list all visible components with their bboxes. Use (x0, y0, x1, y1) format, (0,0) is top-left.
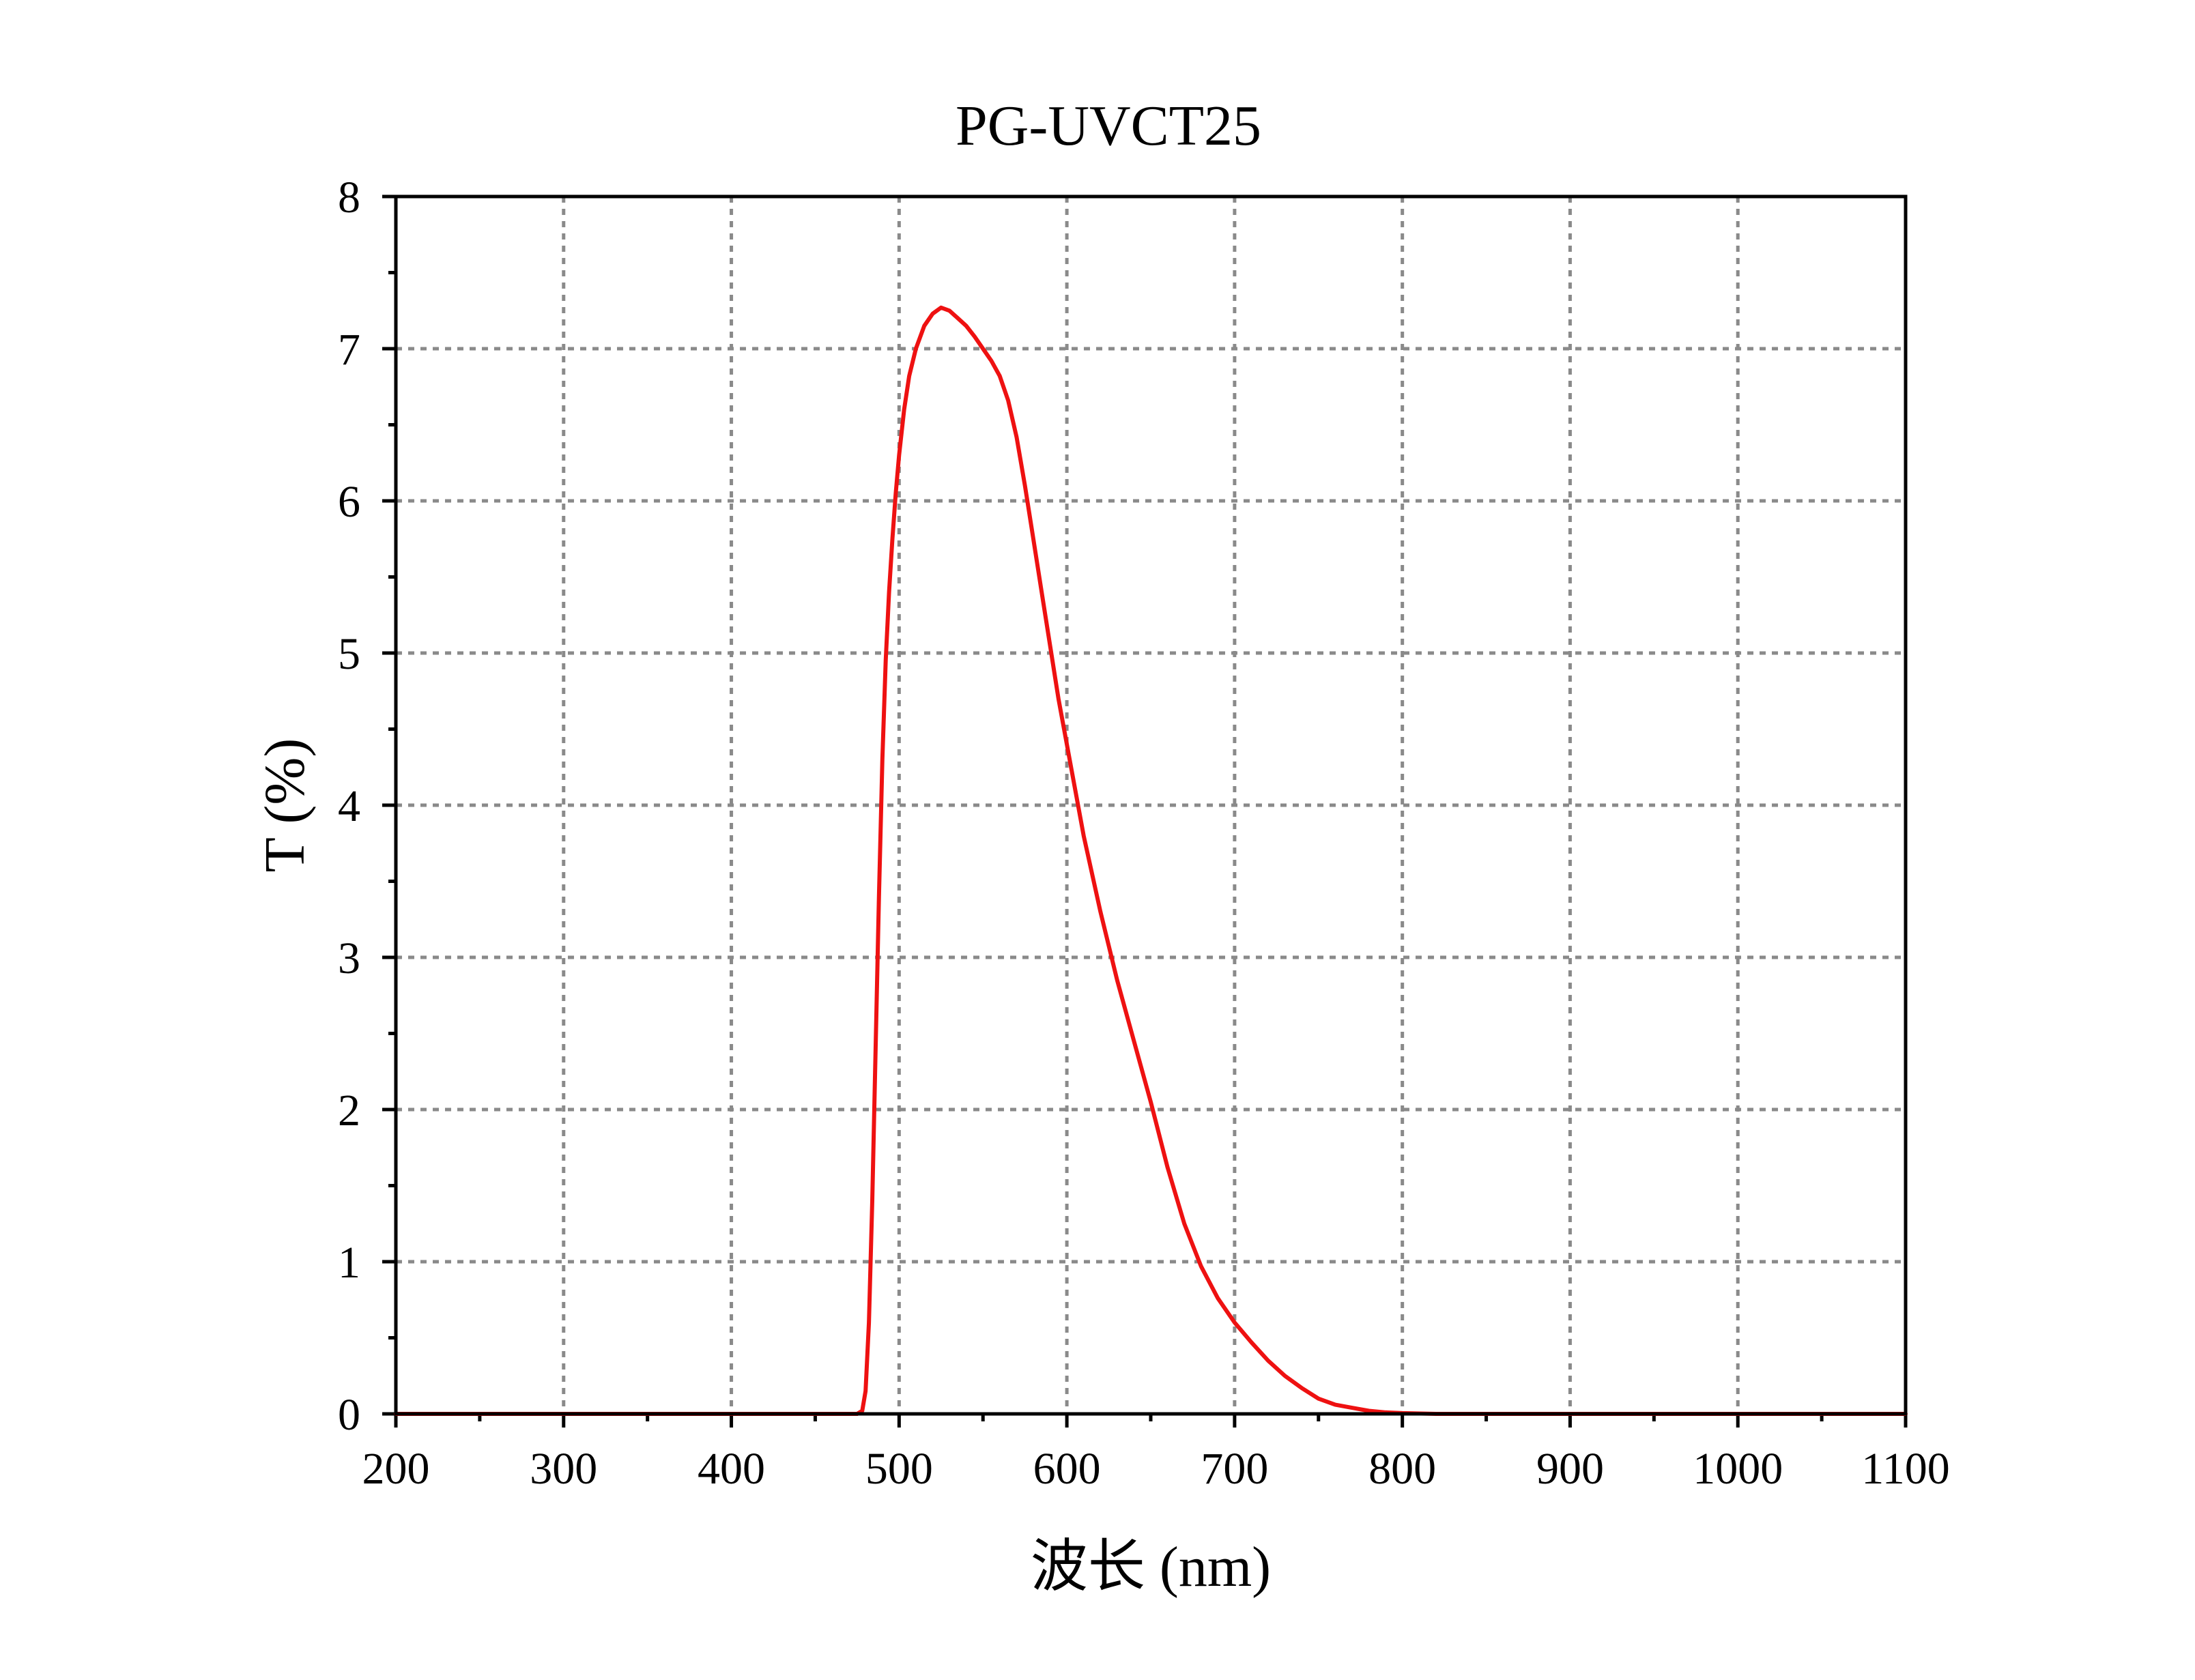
x-tick-label-400: 400 (698, 1444, 765, 1494)
x-tick-label-1100: 1100 (1861, 1444, 1950, 1494)
series-line-0 (394, 305, 1908, 1416)
x-axis-tick-labels: 200 300 400 500 600 700 800 900 1000 1100 (362, 1444, 1950, 1494)
grid-lines (396, 197, 1906, 1414)
x-tick-label-500: 500 (865, 1444, 933, 1494)
axis-ticks (382, 194, 1908, 1428)
y-axis-tick-labels: 0 1 2 3 4 5 6 7 8 (338, 173, 360, 1440)
y-tick-label-2: 2 (338, 1086, 360, 1135)
x-tick-label-900: 900 (1536, 1444, 1604, 1494)
y-tick-label-0: 0 (338, 1390, 360, 1440)
y-tick-label-6: 6 (338, 477, 360, 527)
y-tick-label-4: 4 (338, 781, 360, 831)
y-tick-label-5: 5 (338, 629, 360, 679)
x-tick-label-1000: 1000 (1693, 1444, 1783, 1494)
x-tick-label-800: 800 (1368, 1444, 1436, 1494)
series-group (394, 305, 1908, 1416)
x-tick-label-300: 300 (530, 1444, 597, 1494)
x-tick-label-700: 700 (1201, 1444, 1268, 1494)
x-tick-label-200: 200 (362, 1444, 430, 1494)
plot-frame (394, 194, 1908, 1416)
y-tick-label-7: 7 (338, 325, 360, 375)
x-tick-label-600: 600 (1033, 1444, 1101, 1494)
y-tick-label-8: 8 (338, 173, 360, 222)
x-axis-label: 波长 (nm) (1031, 1535, 1271, 1599)
y-axis-label: T (%) (253, 738, 317, 873)
y-tick-label-1: 1 (338, 1238, 360, 1288)
chart-title: PG-UVCT25 (956, 94, 1261, 158)
y-tick-label-3: 3 (338, 933, 360, 983)
